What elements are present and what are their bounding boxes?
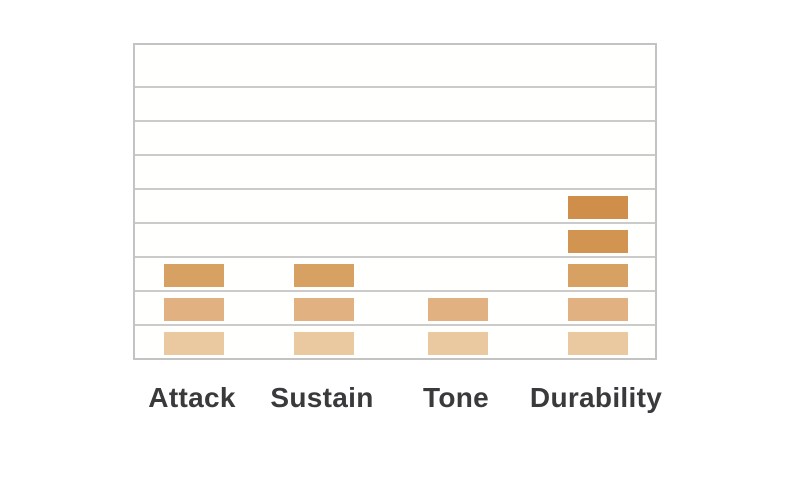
rating-block-attack-2: [164, 298, 224, 321]
category-label-sustain: Sustain: [270, 382, 374, 413]
bar-durability: [568, 45, 628, 358]
gridline: [135, 256, 655, 258]
rating-block-sustain-3: [294, 264, 354, 287]
rating-block-durability-1: [568, 332, 628, 355]
rating-block-durability-4: [568, 230, 628, 253]
gridline: [135, 154, 655, 156]
category-label-attack: Attack: [148, 382, 236, 413]
rating-block-attack-3: [164, 264, 224, 287]
rating-block-attack-1: [164, 332, 224, 355]
category-label-durability: Durability: [529, 382, 663, 413]
rating-block-tone-1: [428, 332, 488, 355]
plot-area: [133, 43, 657, 360]
gridline: [135, 86, 655, 88]
bar-attack: [164, 45, 224, 358]
rating-block-durability-2: [568, 298, 628, 321]
bar-sustain: [294, 45, 354, 358]
bar-tone: [428, 45, 488, 358]
gridline: [135, 324, 655, 326]
rating-block-sustain-1: [294, 332, 354, 355]
gridline: [135, 188, 655, 190]
category-label-tone: Tone: [422, 382, 490, 413]
gridline: [135, 120, 655, 122]
rating-block-tone-2: [428, 298, 488, 321]
rating-block-durability-3: [568, 264, 628, 287]
gridline: [135, 290, 655, 292]
gridline: [135, 222, 655, 224]
rating-block-durability-5: [568, 196, 628, 219]
rating-block-sustain-2: [294, 298, 354, 321]
